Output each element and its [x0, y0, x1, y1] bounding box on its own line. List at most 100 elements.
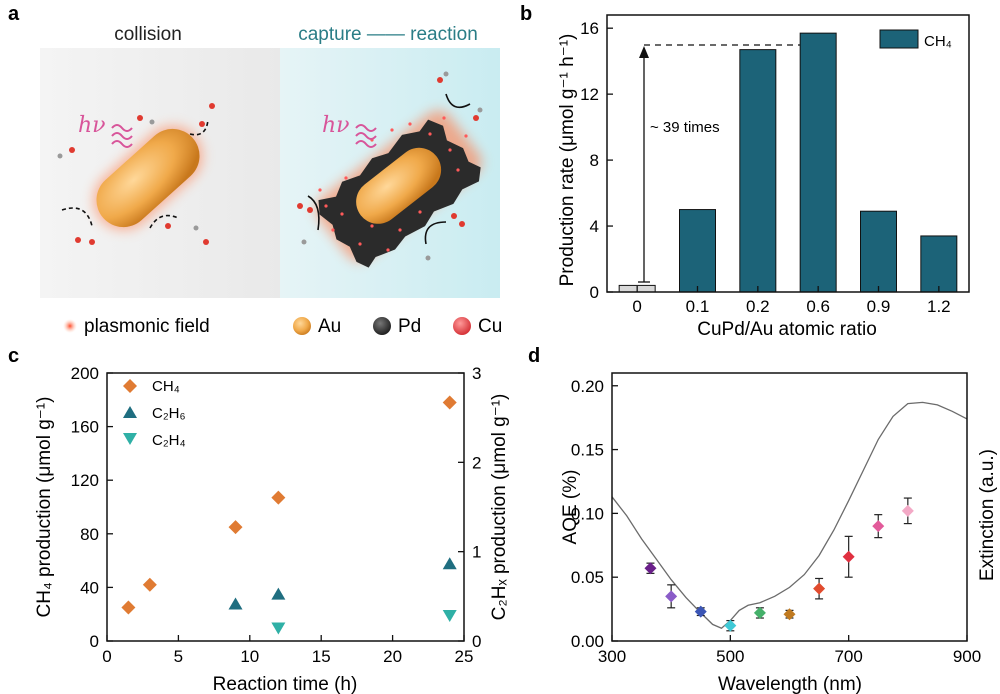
panel-letter-a: a — [8, 3, 20, 25]
x-tick-label: 300 — [598, 647, 626, 666]
aqe-wavelength-chart: 300 500 700 900 0.00 0.05 0.10 0.15 0.20 — [571, 377, 981, 666]
legend-cu: Cu — [478, 316, 502, 337]
data-point-diamond — [813, 582, 826, 595]
x-tick-label: 500 — [716, 647, 744, 666]
data-point-diamond — [872, 520, 885, 533]
panel-letter-c: c — [8, 345, 19, 367]
y-axis-right-label-d: Extinction (a.u.) — [977, 449, 998, 581]
data-point-diamond — [753, 606, 766, 619]
y-tick-label: 0.15 — [571, 441, 604, 460]
x-tick-label: 5 — [174, 647, 183, 666]
x-axis-label-b: CuPd/Au atomic ratio — [697, 319, 877, 340]
bar — [920, 235, 958, 293]
y-tick-label: 0.20 — [571, 377, 604, 396]
y-left-tick-label: 200 — [71, 364, 99, 383]
data-point-diamond — [142, 577, 157, 592]
hv-label-right: hν — [322, 113, 350, 138]
legend-label-c2h6: C₂H₆ — [152, 405, 186, 422]
y-right-tick-label: 0 — [472, 632, 481, 651]
y-axis-left-label-c: CH₄ production (μmol g⁻¹) — [34, 397, 55, 618]
x-axis-label-d: Wavelength (nm) — [718, 674, 862, 694]
pd-sphere-icon — [373, 317, 391, 335]
x-tick-label: 10 — [240, 647, 259, 666]
y-tick-label: 8 — [590, 151, 599, 170]
data-point-triangle-down — [442, 609, 457, 622]
data-point-diamond — [121, 600, 136, 615]
data-point-diamond — [228, 520, 243, 535]
bar — [799, 32, 837, 293]
gas-molecules — [57, 71, 483, 261]
y-axis-right-label-c: C₂Hₓ production (μmol g⁻¹) — [489, 394, 510, 621]
panel-d: d 300 500 700 900 0.00 0.05 0.10 0.15 0.20 Wavel… — [528, 345, 998, 694]
label-collision: collision — [114, 24, 182, 45]
arrow-up-icon — [639, 46, 649, 58]
x-tick-label: 0.6 — [806, 297, 830, 316]
bar-chart-production-rate: 0 4 8 12 16 0 0.1 0.2 0.6 0.9 1.2 — [580, 19, 958, 316]
legend-plasmonic-field: plasmonic field — [84, 316, 210, 337]
annotation-fold: ~ 39 times — [650, 119, 720, 136]
x-axis-label-c: Reaction time (h) — [213, 674, 358, 694]
light-wave-icon — [355, 124, 377, 148]
legend-au: Au — [318, 316, 341, 337]
x-tick-label: 20 — [383, 647, 402, 666]
panel-letter-b: b — [520, 3, 532, 25]
y-tick-label: 0 — [590, 283, 599, 302]
legend-marker-c2h6 — [123, 406, 137, 418]
cu-sphere-icon — [453, 317, 471, 335]
bar — [679, 209, 716, 293]
y-tick-label: 0.00 — [571, 632, 604, 651]
x-tick-label: 900 — [953, 647, 981, 666]
y-right-tick-label: 3 — [472, 364, 481, 383]
panel-a: a collision capture —— reaction hν — [8, 3, 502, 337]
y-tick-label: 16 — [580, 19, 599, 38]
y-tick-label: 4 — [590, 217, 599, 236]
data-point-triangle-up — [228, 597, 243, 610]
y-tick-label: 12 — [580, 85, 599, 104]
hv-label-left: hν — [78, 113, 106, 138]
x-tick-label: 0.2 — [746, 297, 770, 316]
data-point-diamond — [901, 504, 914, 517]
legend-label-ch4: CH₄ — [924, 33, 952, 50]
y-left-tick-label: 80 — [80, 525, 99, 544]
bar — [860, 210, 897, 293]
y-tick-label: 0.10 — [571, 504, 604, 523]
x-tick-label: 25 — [455, 647, 474, 666]
au-sphere-icon — [293, 317, 311, 335]
x-tick-label: 700 — [834, 647, 862, 666]
panel-letter-d: d — [528, 345, 540, 367]
data-point-triangle-up — [271, 587, 286, 600]
y-left-tick-label: 40 — [80, 578, 99, 597]
x-tick-label: 1.2 — [927, 297, 951, 316]
data-point-diamond — [694, 605, 707, 618]
data-point-diamond — [842, 550, 855, 563]
data-point-diamond — [442, 395, 457, 410]
plot-frame-b — [606, 14, 970, 293]
extinction-curve — [611, 401, 968, 629]
y-left-tick-label: 120 — [71, 471, 99, 490]
x-tick-label: 15 — [312, 647, 331, 666]
y-right-tick-label: 1 — [472, 543, 481, 562]
plot-frame-d — [611, 372, 968, 642]
y-right-tick-label: 2 — [472, 453, 481, 472]
panel-b: b 0 4 8 12 16 0 0.1 0.2 0.6 0.9 1.2 CH₄ ~ 39 times… — [520, 3, 970, 340]
plot-frame-c — [106, 372, 465, 642]
plasmonic-dot-icon — [63, 319, 77, 333]
x-tick-label: 0 — [632, 297, 641, 316]
y-left-tick-label: 160 — [71, 418, 99, 437]
bar — [739, 49, 777, 293]
y-axis-label-b: Production rate (μmol g⁻¹ h⁻¹) — [557, 34, 578, 287]
y-left-tick-label: 0 — [90, 632, 99, 651]
data-point-triangle-up — [442, 557, 457, 570]
legend-marker-c2h4 — [123, 433, 137, 445]
legend-marker-ch4 — [123, 379, 137, 393]
legend-label-ch4: CH₄ — [152, 378, 180, 395]
legend-label-c2h4: C₂H₄ — [152, 432, 186, 449]
data-point-diamond — [271, 490, 286, 505]
light-wave-icon — [111, 124, 133, 148]
data-point-diamond — [783, 608, 796, 621]
legend-c: CH₄ C₂H₆ C₂H₄ — [123, 378, 186, 449]
x-tick-label: 0 — [102, 647, 111, 666]
data-point-diamond — [665, 590, 678, 603]
